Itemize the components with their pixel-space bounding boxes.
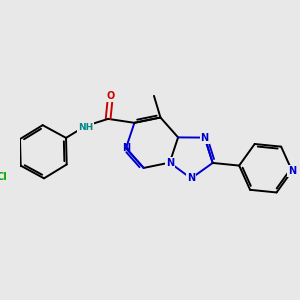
- Text: N: N: [166, 158, 174, 168]
- Text: N: N: [187, 173, 195, 183]
- Text: O: O: [106, 92, 115, 101]
- Text: N: N: [288, 166, 296, 176]
- Text: Cl: Cl: [0, 172, 7, 182]
- Text: N: N: [201, 133, 209, 142]
- Text: NH: NH: [78, 123, 93, 132]
- Text: N: N: [122, 143, 130, 153]
